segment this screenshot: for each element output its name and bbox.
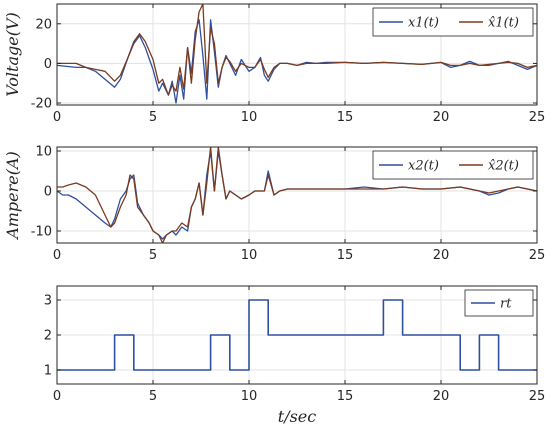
x-tick-label: 10 <box>241 110 258 125</box>
legend: x1(t) x̂1(t) <box>372 7 534 37</box>
legend-label-2: x̂2(t) <box>488 159 519 174</box>
x-tick-label: 20 <box>433 110 450 125</box>
legend-label-1: x1(t) <box>408 16 439 31</box>
x-tick-label: 25 <box>529 110 546 125</box>
series-line-1 <box>57 299 537 371</box>
legend-label-1: x2(t) <box>408 159 439 174</box>
series-line-2 <box>57 147 537 243</box>
legend: x2(t) x̂2(t) <box>372 150 534 180</box>
x-axis-label: t/sec <box>278 407 317 426</box>
axes-box <box>56 146 538 244</box>
x-tick-label: 20 <box>433 248 450 263</box>
x-tick-label: 0 <box>53 110 61 125</box>
x-tick-label: 15 <box>337 389 354 404</box>
y-tick-label: 20 <box>35 17 52 32</box>
x-tick-label: 15 <box>337 110 354 125</box>
x-tick-label: 15 <box>337 248 354 263</box>
x-tick-label: 20 <box>433 389 450 404</box>
legend: rt <box>464 289 534 317</box>
legend-label-2: x̂1(t) <box>488 16 519 31</box>
y-tick-label: -10 <box>31 225 52 240</box>
legend-label-1: rt <box>500 297 512 312</box>
series-line-2 <box>57 4 537 96</box>
x-tick-label: 5 <box>149 110 157 125</box>
y-axis-label: Voltage(V) <box>3 12 22 97</box>
x-tick-label: 25 <box>529 248 546 263</box>
x-tick-label: 0 <box>53 248 61 263</box>
x-tick-label: 10 <box>241 248 258 263</box>
y-tick-label: 0 <box>44 185 52 200</box>
y-tick-label: -20 <box>31 97 52 112</box>
y-tick-label: 10 <box>35 145 52 160</box>
y-axis-label: Ampere(A) <box>3 151 22 241</box>
x-tick-label: 25 <box>529 389 546 404</box>
y-tick-label: 2 <box>44 329 52 344</box>
chart-panel-3: 0 5 10 15 20 25 1 2 3 t/sec rt <box>44 285 546 426</box>
y-tick-label: 3 <box>44 294 52 309</box>
y-tick-label: 0 <box>44 57 52 72</box>
x-tick-label: 5 <box>149 389 157 404</box>
x-tick-label: 5 <box>149 248 157 263</box>
y-tick-label: 1 <box>44 364 52 379</box>
axes-box <box>56 3 538 106</box>
x-tick-label: 10 <box>241 389 258 404</box>
x-tick-label: 0 <box>53 389 61 404</box>
